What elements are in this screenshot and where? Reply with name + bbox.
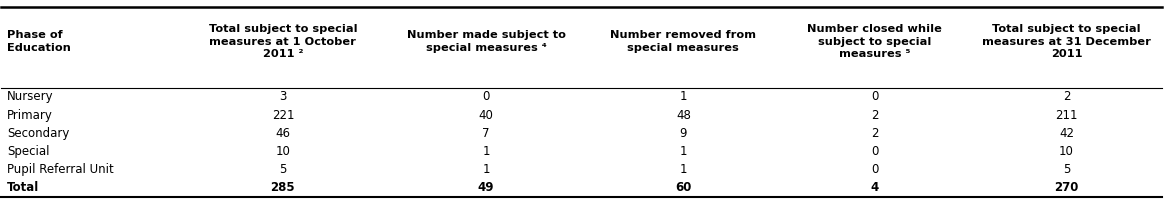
Text: 3: 3 (279, 90, 286, 103)
Text: 49: 49 (477, 181, 494, 194)
Text: 7: 7 (482, 127, 490, 140)
Text: Number removed from
special measures: Number removed from special measures (610, 30, 757, 53)
Text: 4: 4 (870, 181, 879, 194)
Text: Total subject to special
measures at 1 October
2011 ²: Total subject to special measures at 1 O… (209, 24, 358, 59)
Text: 48: 48 (676, 109, 691, 122)
Text: Number closed while
subject to special
measures ⁵: Number closed while subject to special m… (807, 24, 942, 59)
Text: 0: 0 (872, 90, 879, 103)
Text: Number made subject to
special measures ⁴: Number made subject to special measures … (407, 30, 565, 53)
Text: 46: 46 (276, 127, 291, 140)
Text: Special: Special (7, 145, 49, 158)
Text: 270: 270 (1055, 181, 1079, 194)
Text: Secondary: Secondary (7, 127, 69, 140)
Text: Primary: Primary (7, 109, 53, 122)
Text: Total: Total (7, 181, 40, 194)
Text: Phase of
Education: Phase of Education (7, 30, 72, 53)
Text: 0: 0 (872, 163, 879, 176)
Text: 42: 42 (1059, 127, 1074, 140)
Text: 221: 221 (272, 109, 294, 122)
Text: 10: 10 (276, 145, 290, 158)
Text: 2: 2 (1063, 90, 1070, 103)
Text: 1: 1 (679, 90, 687, 103)
Text: 285: 285 (271, 181, 296, 194)
Text: 5: 5 (279, 163, 286, 176)
Text: 1: 1 (482, 163, 490, 176)
Text: 10: 10 (1059, 145, 1073, 158)
Text: Total subject to special
measures at 31 December
2011: Total subject to special measures at 31 … (982, 24, 1151, 59)
Text: 0: 0 (872, 145, 879, 158)
Text: 0: 0 (482, 90, 489, 103)
Text: 2: 2 (872, 109, 879, 122)
Text: 40: 40 (479, 109, 494, 122)
Text: 1: 1 (679, 163, 687, 176)
Text: 2: 2 (872, 127, 879, 140)
Text: 1: 1 (679, 145, 687, 158)
Text: Nursery: Nursery (7, 90, 54, 103)
Text: Pupil Referral Unit: Pupil Referral Unit (7, 163, 114, 176)
Text: 211: 211 (1056, 109, 1078, 122)
Text: 1: 1 (482, 145, 490, 158)
Text: 5: 5 (1063, 163, 1070, 176)
Text: 9: 9 (679, 127, 687, 140)
Text: 60: 60 (676, 181, 692, 194)
